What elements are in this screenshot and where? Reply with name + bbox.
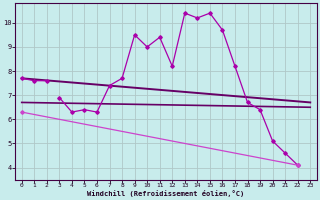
- X-axis label: Windchill (Refroidissement éolien,°C): Windchill (Refroidissement éolien,°C): [87, 190, 244, 197]
